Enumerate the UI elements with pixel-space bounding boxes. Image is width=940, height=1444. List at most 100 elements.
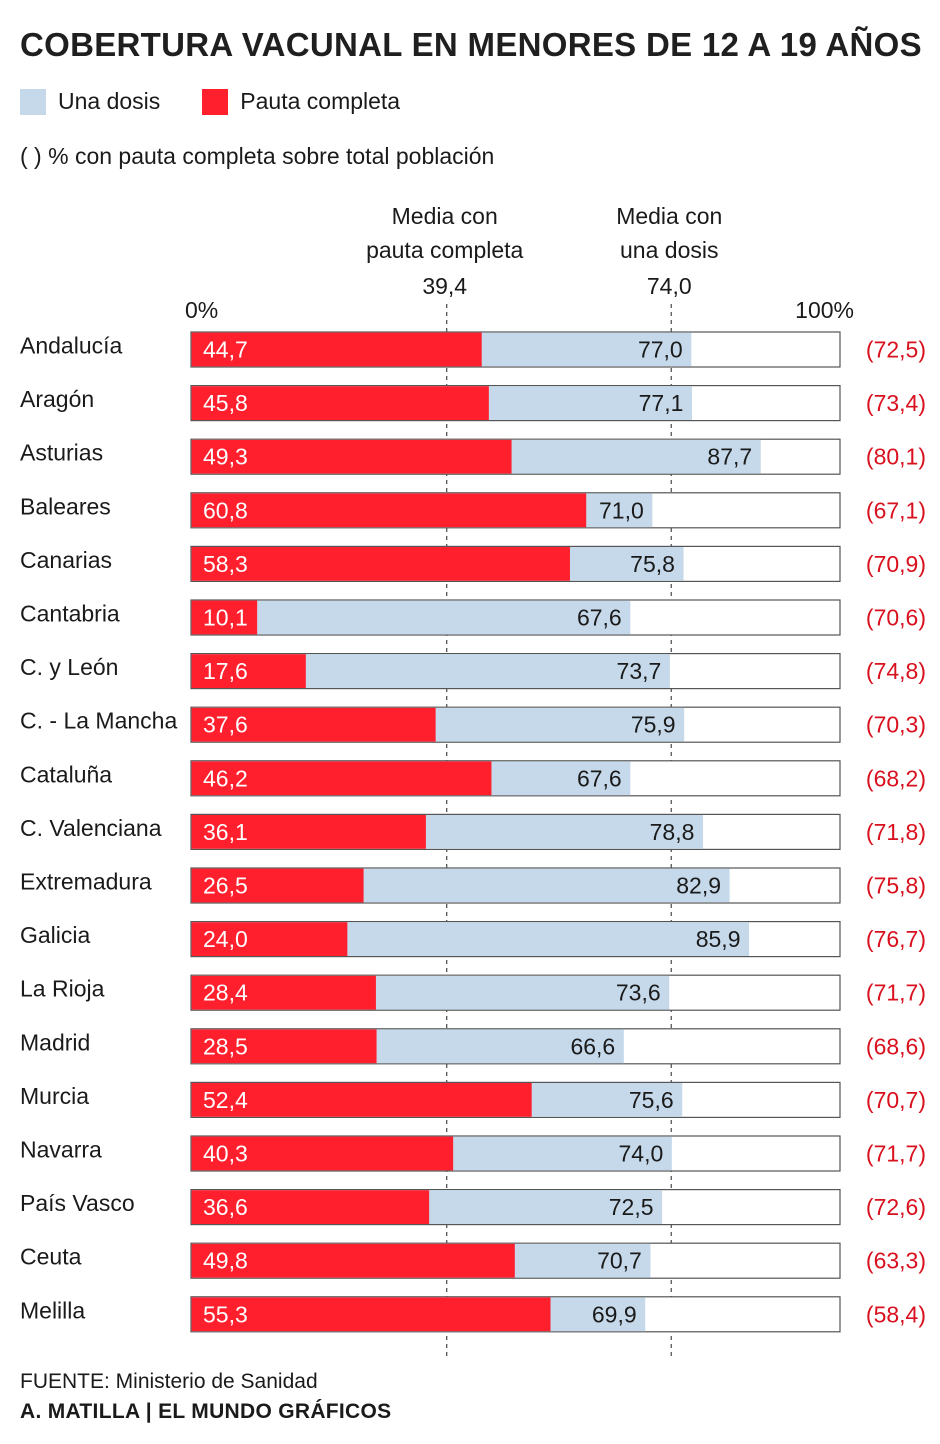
total-population-label-15: (71,7) bbox=[866, 1141, 926, 1167]
value-label-pauta-completa-0: 44,7 bbox=[203, 337, 248, 363]
bar-pauta-completa-14 bbox=[191, 1083, 532, 1117]
total-population-label-5: (70,6) bbox=[866, 605, 926, 631]
value-label-pauta-completa-8: 46,2 bbox=[203, 765, 248, 791]
bar-pauta-completa-13 bbox=[191, 1029, 377, 1064]
category-label-6: C. y León bbox=[20, 654, 118, 680]
category-label-14: Murcia bbox=[20, 1083, 89, 1109]
bar-pauta-completa-6 bbox=[191, 654, 306, 688]
value-label-una-dosis-3: 71,0 bbox=[599, 497, 644, 523]
bar-pauta-completa-15 bbox=[191, 1136, 454, 1171]
total-population-label-2: (80,1) bbox=[866, 444, 926, 470]
value-label-pauta-completa-7: 37,6 bbox=[203, 712, 248, 738]
bar-pauta-completa-18 bbox=[191, 1297, 551, 1332]
credit-text: A. MATILLA | EL MUNDO GRÁFICOS bbox=[20, 1400, 392, 1423]
bar-pauta-completa-17 bbox=[191, 1243, 515, 1278]
value-label-una-dosis-13: 66,6 bbox=[570, 1033, 615, 1059]
legend-swatch-pauta-completa bbox=[202, 88, 229, 115]
value-label-pauta-completa-5: 10,1 bbox=[203, 605, 248, 631]
bar-pauta-completa-12 bbox=[191, 975, 376, 1010]
bar-pauta-completa-9 bbox=[191, 815, 426, 849]
total-population-label-11: (76,7) bbox=[866, 926, 926, 952]
legend: Una dosis Pauta completa bbox=[20, 88, 442, 115]
value-label-pauta-completa-6: 17,6 bbox=[203, 658, 248, 684]
value-label-pauta-completa-2: 49,3 bbox=[203, 444, 248, 470]
reference-value-1: 74,0 bbox=[647, 273, 692, 299]
total-population-label-12: (71,7) bbox=[866, 980, 926, 1006]
value-label-una-dosis-9: 78,8 bbox=[650, 819, 695, 845]
legend-item-una-dosis: Una dosis bbox=[20, 88, 160, 115]
chart-note: ( ) % con pauta completa sobre total pob… bbox=[20, 143, 495, 169]
value-label-una-dosis-5: 67,6 bbox=[577, 605, 622, 631]
total-population-label-13: (68,6) bbox=[866, 1033, 926, 1059]
total-population-label-18: (58,4) bbox=[866, 1301, 926, 1327]
bar-una-dosis-5 bbox=[191, 600, 631, 635]
total-population-label-8: (68,2) bbox=[866, 765, 926, 791]
total-population-label-14: (70,7) bbox=[866, 1087, 926, 1113]
category-label-15: Navarra bbox=[20, 1137, 102, 1163]
bar-pauta-completa-10 bbox=[191, 868, 364, 903]
axis-label-min: 0% bbox=[185, 297, 218, 323]
category-label-12: La Rioja bbox=[20, 976, 105, 1002]
value-label-una-dosis-11: 85,9 bbox=[696, 926, 741, 952]
value-label-pauta-completa-14: 52,4 bbox=[203, 1087, 248, 1113]
bar-pauta-completa-7 bbox=[191, 707, 436, 742]
bar-pauta-completa-1 bbox=[191, 386, 489, 420]
value-label-una-dosis-12: 73,6 bbox=[616, 980, 661, 1006]
chart-title: COBERTURA VACUNAL EN MENORES DE 12 A 19 … bbox=[20, 26, 922, 63]
value-label-una-dosis-16: 72,5 bbox=[609, 1194, 654, 1220]
reference-label-1-line-0: Media con bbox=[616, 203, 722, 229]
category-label-5: Cantabria bbox=[20, 601, 120, 627]
reference-label-1-line-1: una dosis bbox=[620, 237, 718, 263]
category-label-1: Aragón bbox=[20, 386, 94, 412]
bar-pauta-completa-2 bbox=[191, 439, 512, 474]
reference-label-0-line-1: pauta completa bbox=[366, 237, 523, 263]
value-label-pauta-completa-9: 36,1 bbox=[203, 819, 248, 845]
category-label-2: Asturias bbox=[20, 440, 103, 466]
category-label-11: Galicia bbox=[20, 922, 91, 948]
value-label-una-dosis-18: 69,9 bbox=[592, 1301, 637, 1327]
value-label-una-dosis-10: 82,9 bbox=[676, 873, 721, 899]
total-population-label-10: (75,8) bbox=[866, 873, 926, 899]
bar-pauta-completa-0 bbox=[191, 332, 482, 367]
category-label-17: Ceuta bbox=[20, 1244, 82, 1270]
value-label-pauta-completa-16: 36,6 bbox=[203, 1194, 248, 1220]
category-label-4: Canarias bbox=[20, 547, 112, 573]
bar-pauta-completa-11 bbox=[191, 922, 348, 956]
value-label-pauta-completa-17: 49,8 bbox=[203, 1248, 248, 1274]
total-population-label-17: (63,3) bbox=[866, 1248, 926, 1274]
legend-swatch-una-dosis bbox=[20, 88, 46, 115]
axis-label-max: 100% bbox=[795, 297, 854, 323]
total-population-label-0: (72,5) bbox=[866, 337, 926, 363]
bar-pauta-completa-4 bbox=[191, 547, 570, 581]
bar-pauta-completa-3 bbox=[191, 493, 587, 528]
reference-label-0-line-0: Media con bbox=[392, 203, 498, 229]
value-label-una-dosis-4: 75,8 bbox=[630, 551, 675, 577]
bar-pauta-completa-8 bbox=[191, 761, 492, 796]
value-label-pauta-completa-15: 40,3 bbox=[203, 1141, 248, 1167]
value-label-una-dosis-0: 77,0 bbox=[638, 337, 683, 363]
category-label-9: C. Valenciana bbox=[20, 815, 162, 841]
value-label-pauta-completa-11: 24,0 bbox=[203, 926, 248, 952]
legend-label-pauta-completa: Pauta completa bbox=[240, 88, 401, 114]
total-population-label-9: (71,8) bbox=[866, 819, 926, 845]
value-label-pauta-completa-18: 55,3 bbox=[203, 1301, 248, 1327]
value-label-pauta-completa-13: 28,5 bbox=[203, 1033, 248, 1059]
value-label-una-dosis-2: 87,7 bbox=[707, 444, 752, 470]
reference-value-0: 39,4 bbox=[422, 273, 467, 299]
bar-pauta-completa-16 bbox=[191, 1190, 430, 1224]
value-label-una-dosis-8: 67,6 bbox=[577, 765, 622, 791]
total-population-label-3: (67,1) bbox=[866, 497, 926, 523]
category-label-16: País Vasco bbox=[20, 1190, 135, 1216]
total-population-label-16: (72,6) bbox=[866, 1194, 926, 1220]
category-label-18: Melilla bbox=[20, 1297, 85, 1323]
value-label-una-dosis-14: 75,6 bbox=[629, 1087, 674, 1113]
value-label-una-dosis-1: 77,1 bbox=[639, 390, 684, 416]
value-label-pauta-completa-1: 45,8 bbox=[203, 390, 248, 416]
category-label-7: C. - La Mancha bbox=[20, 708, 177, 734]
value-label-pauta-completa-12: 28,4 bbox=[203, 980, 248, 1006]
total-population-label-6: (74,8) bbox=[866, 658, 926, 684]
category-label-0: Andalucía bbox=[20, 333, 123, 359]
value-label-pauta-completa-4: 58,3 bbox=[203, 551, 248, 577]
value-label-una-dosis-6: 73,7 bbox=[617, 658, 662, 684]
